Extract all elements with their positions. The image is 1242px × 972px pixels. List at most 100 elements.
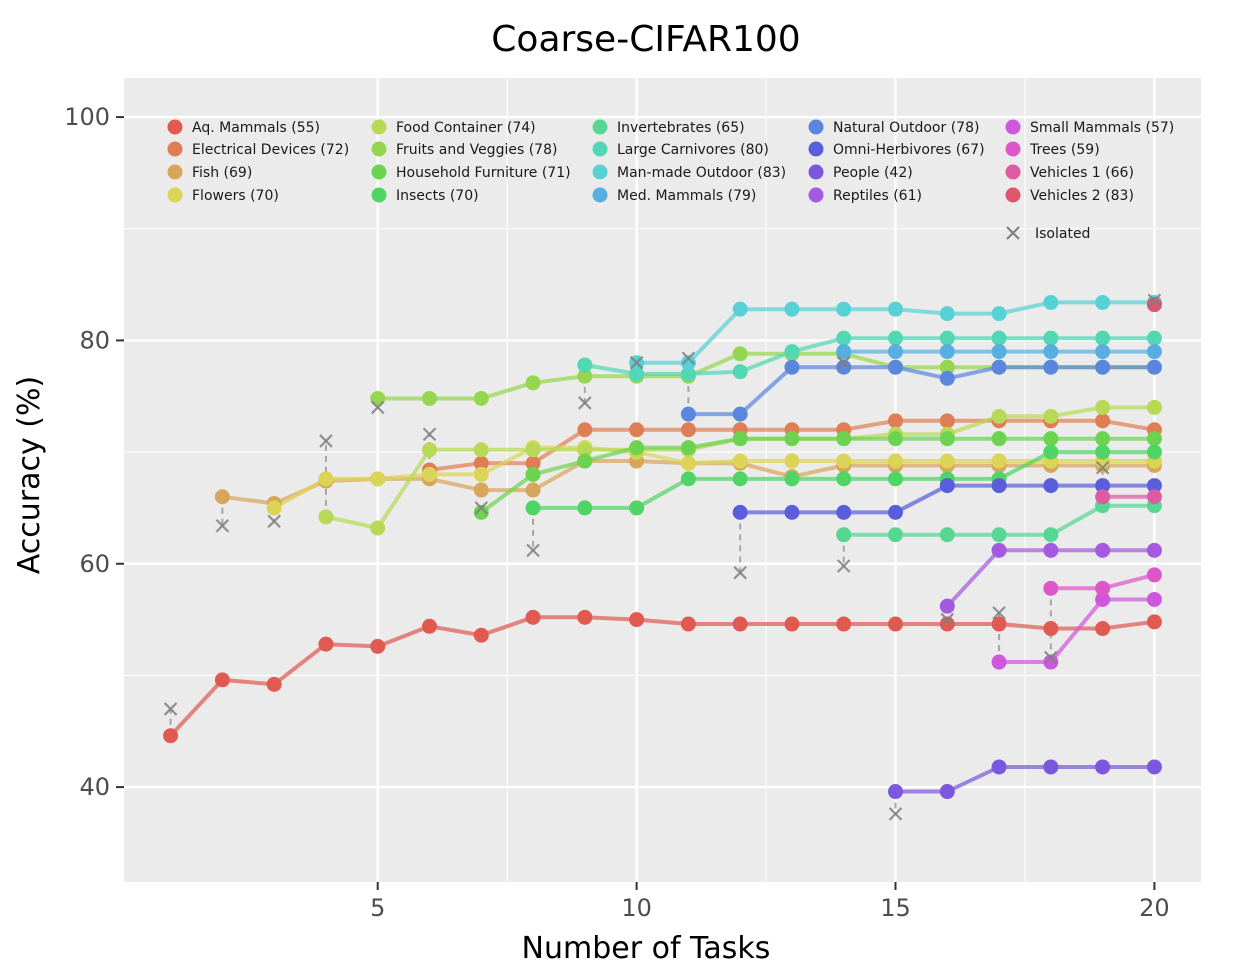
isolated-marker-omni-herbivores-67	[733, 565, 747, 580]
x-tick-label: 5	[370, 894, 385, 922]
legend-swatch	[167, 141, 183, 157]
legend-item-fruits-and-veggies-78: Fruits and Veggies (78)	[371, 141, 557, 158]
point-people-42	[1095, 759, 1111, 775]
point-aq-mammals-55	[784, 616, 800, 632]
legend-label: Insects (70)	[396, 188, 479, 204]
point-insects-70	[784, 471, 800, 487]
point-aq-mammals-55	[680, 616, 696, 632]
isolated-marker-people-42	[888, 807, 903, 821]
point-small-mammals-57	[1146, 591, 1162, 607]
y-axis-label: Accuracy (%)	[12, 376, 47, 574]
legend-item-omni-herbivores-67: Omni-Herbivores (67)	[808, 141, 985, 158]
point-man-made-outdoor-83	[939, 306, 955, 322]
point-large-carnivores-80	[629, 366, 645, 382]
point-natural-outdoor-78	[888, 359, 904, 375]
point-med-mammals-79	[1146, 344, 1162, 360]
point-people-42	[1043, 759, 1059, 775]
isolated-marker-reptiles-61	[940, 612, 955, 627]
legend-item-vehicles-2-83: Vehicles 2 (83)	[1005, 187, 1134, 204]
line-small-mammals-57	[999, 597, 1155, 664]
point-household-furniture-71	[784, 431, 800, 447]
y-tick-label: 100	[64, 103, 110, 131]
point-electrical-devices-72	[629, 422, 645, 438]
legend: Aq. Mammals (55) Electrical Devices (72) F…	[167, 119, 1174, 242]
point-electrical-devices-72	[680, 422, 696, 438]
point-fruits-and-veggies-78	[421, 390, 437, 406]
point-fish-69	[525, 482, 541, 498]
line-people-42	[895, 765, 1155, 794]
point-aq-mammals-55	[473, 627, 489, 643]
point-food-container-74	[525, 442, 541, 458]
point-med-mammals-79	[991, 344, 1007, 360]
legend-swatch	[371, 119, 387, 135]
point-trees-59	[1146, 567, 1162, 583]
point-aq-mammals-55	[629, 612, 645, 628]
legend-item-aq-mammals-55: Aq. Mammals (55)	[167, 119, 320, 136]
point-large-carnivores-80	[577, 357, 593, 373]
line-household-furniture-71	[480, 436, 1155, 515]
point-med-mammals-79	[1043, 344, 1059, 360]
point-aq-mammals-55	[939, 616, 955, 632]
point-invertebrates-65	[939, 527, 955, 543]
point-large-carnivores-80	[888, 330, 904, 346]
legend-item-food-container-74: Food Container (74)	[371, 119, 536, 136]
legend-label: Med. Mammals (79)	[617, 188, 756, 204]
point-household-furniture-71	[836, 431, 852, 447]
isolated-marker-household-furniture-71	[474, 501, 489, 515]
line-flowers-70	[273, 445, 1155, 510]
point-med-mammals-79	[1095, 344, 1111, 360]
legend-label: Trees (59)	[1029, 142, 1100, 158]
point-large-carnivores-80	[784, 344, 800, 360]
chart-title: Coarse-CIFAR100	[491, 19, 800, 60]
legend-swatch	[167, 164, 183, 180]
point-man-made-outdoor-83	[732, 301, 748, 317]
legend-item-man-made-outdoor-83: Man-made Outdoor (83)	[592, 164, 786, 181]
point-fish-69	[473, 482, 489, 498]
isolated-marker-invertebrates-65	[836, 559, 851, 573]
point-electrical-devices-72	[888, 413, 904, 429]
point-flowers-70	[784, 453, 800, 469]
isolated-marker-med-mammals-79	[836, 355, 851, 370]
point-small-mammals-57	[1043, 654, 1059, 670]
point-aq-mammals-55	[163, 728, 179, 744]
point-household-furniture-71	[888, 431, 904, 447]
legend-swatch	[167, 119, 183, 135]
isolated-marker-small-mammals-57	[992, 606, 1006, 620]
isolated-marker-large-carnivores-80	[578, 396, 592, 410]
isolated-marker-man-made-outdoor-83	[629, 355, 644, 370]
legend-label: Natural Outdoor (78)	[833, 120, 979, 136]
point-reptiles-61	[991, 542, 1007, 558]
point-natural-outdoor-78	[1095, 359, 1111, 375]
point-man-made-outdoor-83	[1043, 294, 1059, 310]
point-fruits-and-veggies-78	[939, 359, 955, 375]
point-omni-herbivores-67	[836, 504, 852, 520]
point-natural-outdoor-78	[1043, 359, 1059, 375]
legend-label: Aq. Mammals (55)	[192, 120, 320, 136]
point-food-container-74	[370, 520, 386, 536]
point-aq-mammals-55	[836, 616, 852, 632]
point-small-mammals-57	[1095, 591, 1111, 607]
point-aq-mammals-55	[421, 618, 437, 634]
point-fruits-and-veggies-78	[525, 375, 541, 391]
point-flowers-70	[370, 471, 386, 487]
isolated-marker-flowers-70	[267, 514, 281, 529]
isolated-marker-food-container-74	[319, 434, 333, 448]
legend-swatch	[592, 119, 608, 135]
point-aq-mammals-55	[577, 609, 593, 625]
x-tick-label: 10	[621, 894, 652, 922]
line-aq-mammals-55	[169, 615, 1155, 738]
isolated-marker-trees-59	[1044, 650, 1058, 665]
legend-item-trees-59: Trees (59)	[1005, 141, 1100, 158]
point-natural-outdoor-78	[939, 370, 955, 386]
point-food-container-74	[318, 509, 334, 525]
legend-swatch	[592, 187, 608, 203]
point-aq-mammals-55	[991, 616, 1007, 632]
point-natural-outdoor-78	[680, 406, 696, 422]
legend-label: Vehicles 1 (66)	[1030, 165, 1134, 181]
point-aq-mammals-55	[266, 676, 282, 692]
point-fruits-and-veggies-78	[473, 390, 489, 406]
point-aq-mammals-55	[214, 672, 230, 688]
x-tick-label: 20	[1139, 894, 1170, 922]
point-invertebrates-65	[1043, 527, 1059, 543]
point-flowers-70	[836, 453, 852, 469]
